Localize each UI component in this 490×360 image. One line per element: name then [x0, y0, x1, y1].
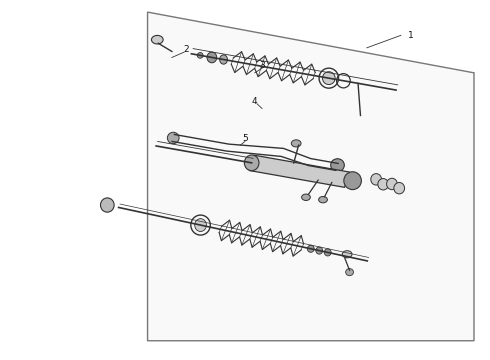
Text: 4: 4: [252, 97, 258, 106]
Ellipse shape: [324, 249, 331, 256]
Ellipse shape: [195, 219, 206, 231]
Text: 2: 2: [184, 45, 189, 54]
Ellipse shape: [245, 155, 259, 171]
Ellipse shape: [378, 179, 389, 190]
Ellipse shape: [318, 197, 327, 203]
Ellipse shape: [168, 132, 179, 144]
Ellipse shape: [291, 140, 301, 147]
Ellipse shape: [345, 269, 353, 276]
Polygon shape: [147, 12, 474, 341]
Ellipse shape: [387, 178, 397, 190]
Ellipse shape: [307, 245, 314, 252]
Ellipse shape: [331, 159, 344, 172]
Ellipse shape: [342, 251, 352, 258]
Ellipse shape: [197, 53, 203, 58]
Ellipse shape: [344, 172, 362, 190]
Ellipse shape: [301, 194, 310, 201]
Text: 1: 1: [408, 31, 414, 40]
Ellipse shape: [151, 35, 163, 44]
Ellipse shape: [207, 52, 217, 63]
Ellipse shape: [322, 72, 335, 85]
Text: 3: 3: [259, 61, 265, 70]
Ellipse shape: [220, 55, 227, 64]
Ellipse shape: [371, 174, 382, 185]
Polygon shape: [249, 155, 350, 187]
Ellipse shape: [100, 198, 114, 212]
Text: 5: 5: [242, 134, 248, 143]
Ellipse shape: [316, 247, 322, 254]
Ellipse shape: [394, 183, 405, 194]
